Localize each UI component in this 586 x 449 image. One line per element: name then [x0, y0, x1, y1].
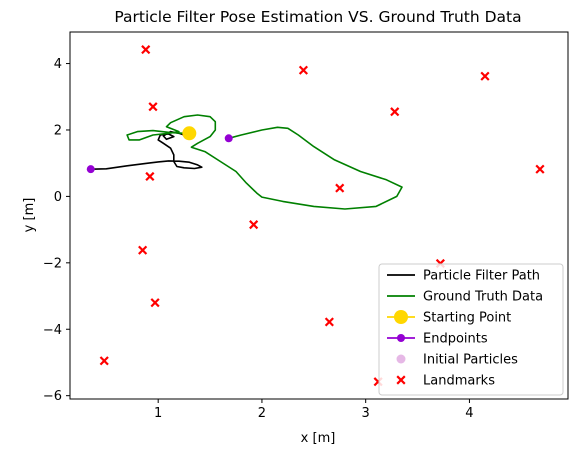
endpoints-marker: [224, 134, 233, 143]
chart-title: Particle Filter Pose Estimation VS. Grou…: [114, 8, 521, 26]
x-axis-label: x [m]: [301, 431, 336, 446]
legend-entry-landmarks: Landmarks: [396, 374, 495, 389]
y-tick-label: −2: [43, 256, 62, 271]
y-axis-label: y [m]: [22, 198, 37, 233]
x-tick-label: 3: [362, 406, 370, 421]
x-tick-label: 2: [258, 406, 266, 421]
landmark-marker: [390, 107, 400, 117]
legend-swatch-marker: [396, 375, 406, 385]
legend-entry-starting-point: Starting Point: [387, 310, 511, 326]
legend-entry-ground-truth-data: Ground Truth Data: [387, 290, 543, 305]
endpoints-marker: [86, 165, 95, 174]
legend-label: Initial Particles: [423, 353, 518, 368]
plot-frame: [69, 31, 569, 400]
landmark-marker: [324, 317, 334, 327]
particle-filter-path-line: [90, 130, 203, 170]
y-tick-label: 2: [54, 123, 62, 138]
legend-label: Landmarks: [423, 374, 495, 389]
starting-point-marker: [182, 126, 197, 141]
landmark-marker: [535, 164, 545, 174]
legend: Particle Filter Path Ground Truth Data Sta…: [378, 263, 564, 396]
ground-truth-data-line: [126, 114, 403, 210]
landmark-marker: [145, 171, 155, 182]
legend-label: Ground Truth Data: [423, 290, 543, 305]
x-tick-label: 4: [465, 406, 473, 421]
legend-label: Endpoints: [423, 332, 488, 347]
legend-swatch-marker: [396, 354, 406, 364]
landmark-marker: [480, 71, 490, 81]
y-tick-label: −6: [43, 389, 62, 404]
plot-area: [86, 45, 545, 387]
y-tick-label: −4: [43, 323, 62, 338]
axis-ticks: 1 2 3 4 −6 −4 −2 0 2 4: [43, 57, 474, 421]
y-tick-label: 0: [54, 190, 62, 205]
legend-box: [378, 263, 564, 396]
x-tick-label: 1: [154, 406, 162, 421]
legend-entry-endpoints: Endpoints: [387, 332, 488, 347]
landmark-marker: [148, 102, 158, 112]
landmark-marker: [141, 45, 151, 55]
legend-swatch-marker: [397, 334, 405, 342]
landmark-marker: [138, 245, 148, 255]
landmark-marker: [150, 298, 160, 308]
landmark-marker: [335, 183, 345, 193]
y-tick-label: 4: [54, 57, 62, 72]
legend-swatch-marker: [394, 310, 408, 324]
legend-entry-initial-particles: Initial Particles: [396, 353, 518, 368]
legend-label: Particle Filter Path: [423, 269, 540, 284]
legend-label: Starting Point: [423, 311, 511, 326]
legend-entry-particle-filter-path: Particle Filter Path: [387, 269, 540, 284]
landmark-marker: [249, 220, 259, 230]
landmark-marker: [298, 65, 309, 75]
landmark-marker: [99, 356, 109, 366]
